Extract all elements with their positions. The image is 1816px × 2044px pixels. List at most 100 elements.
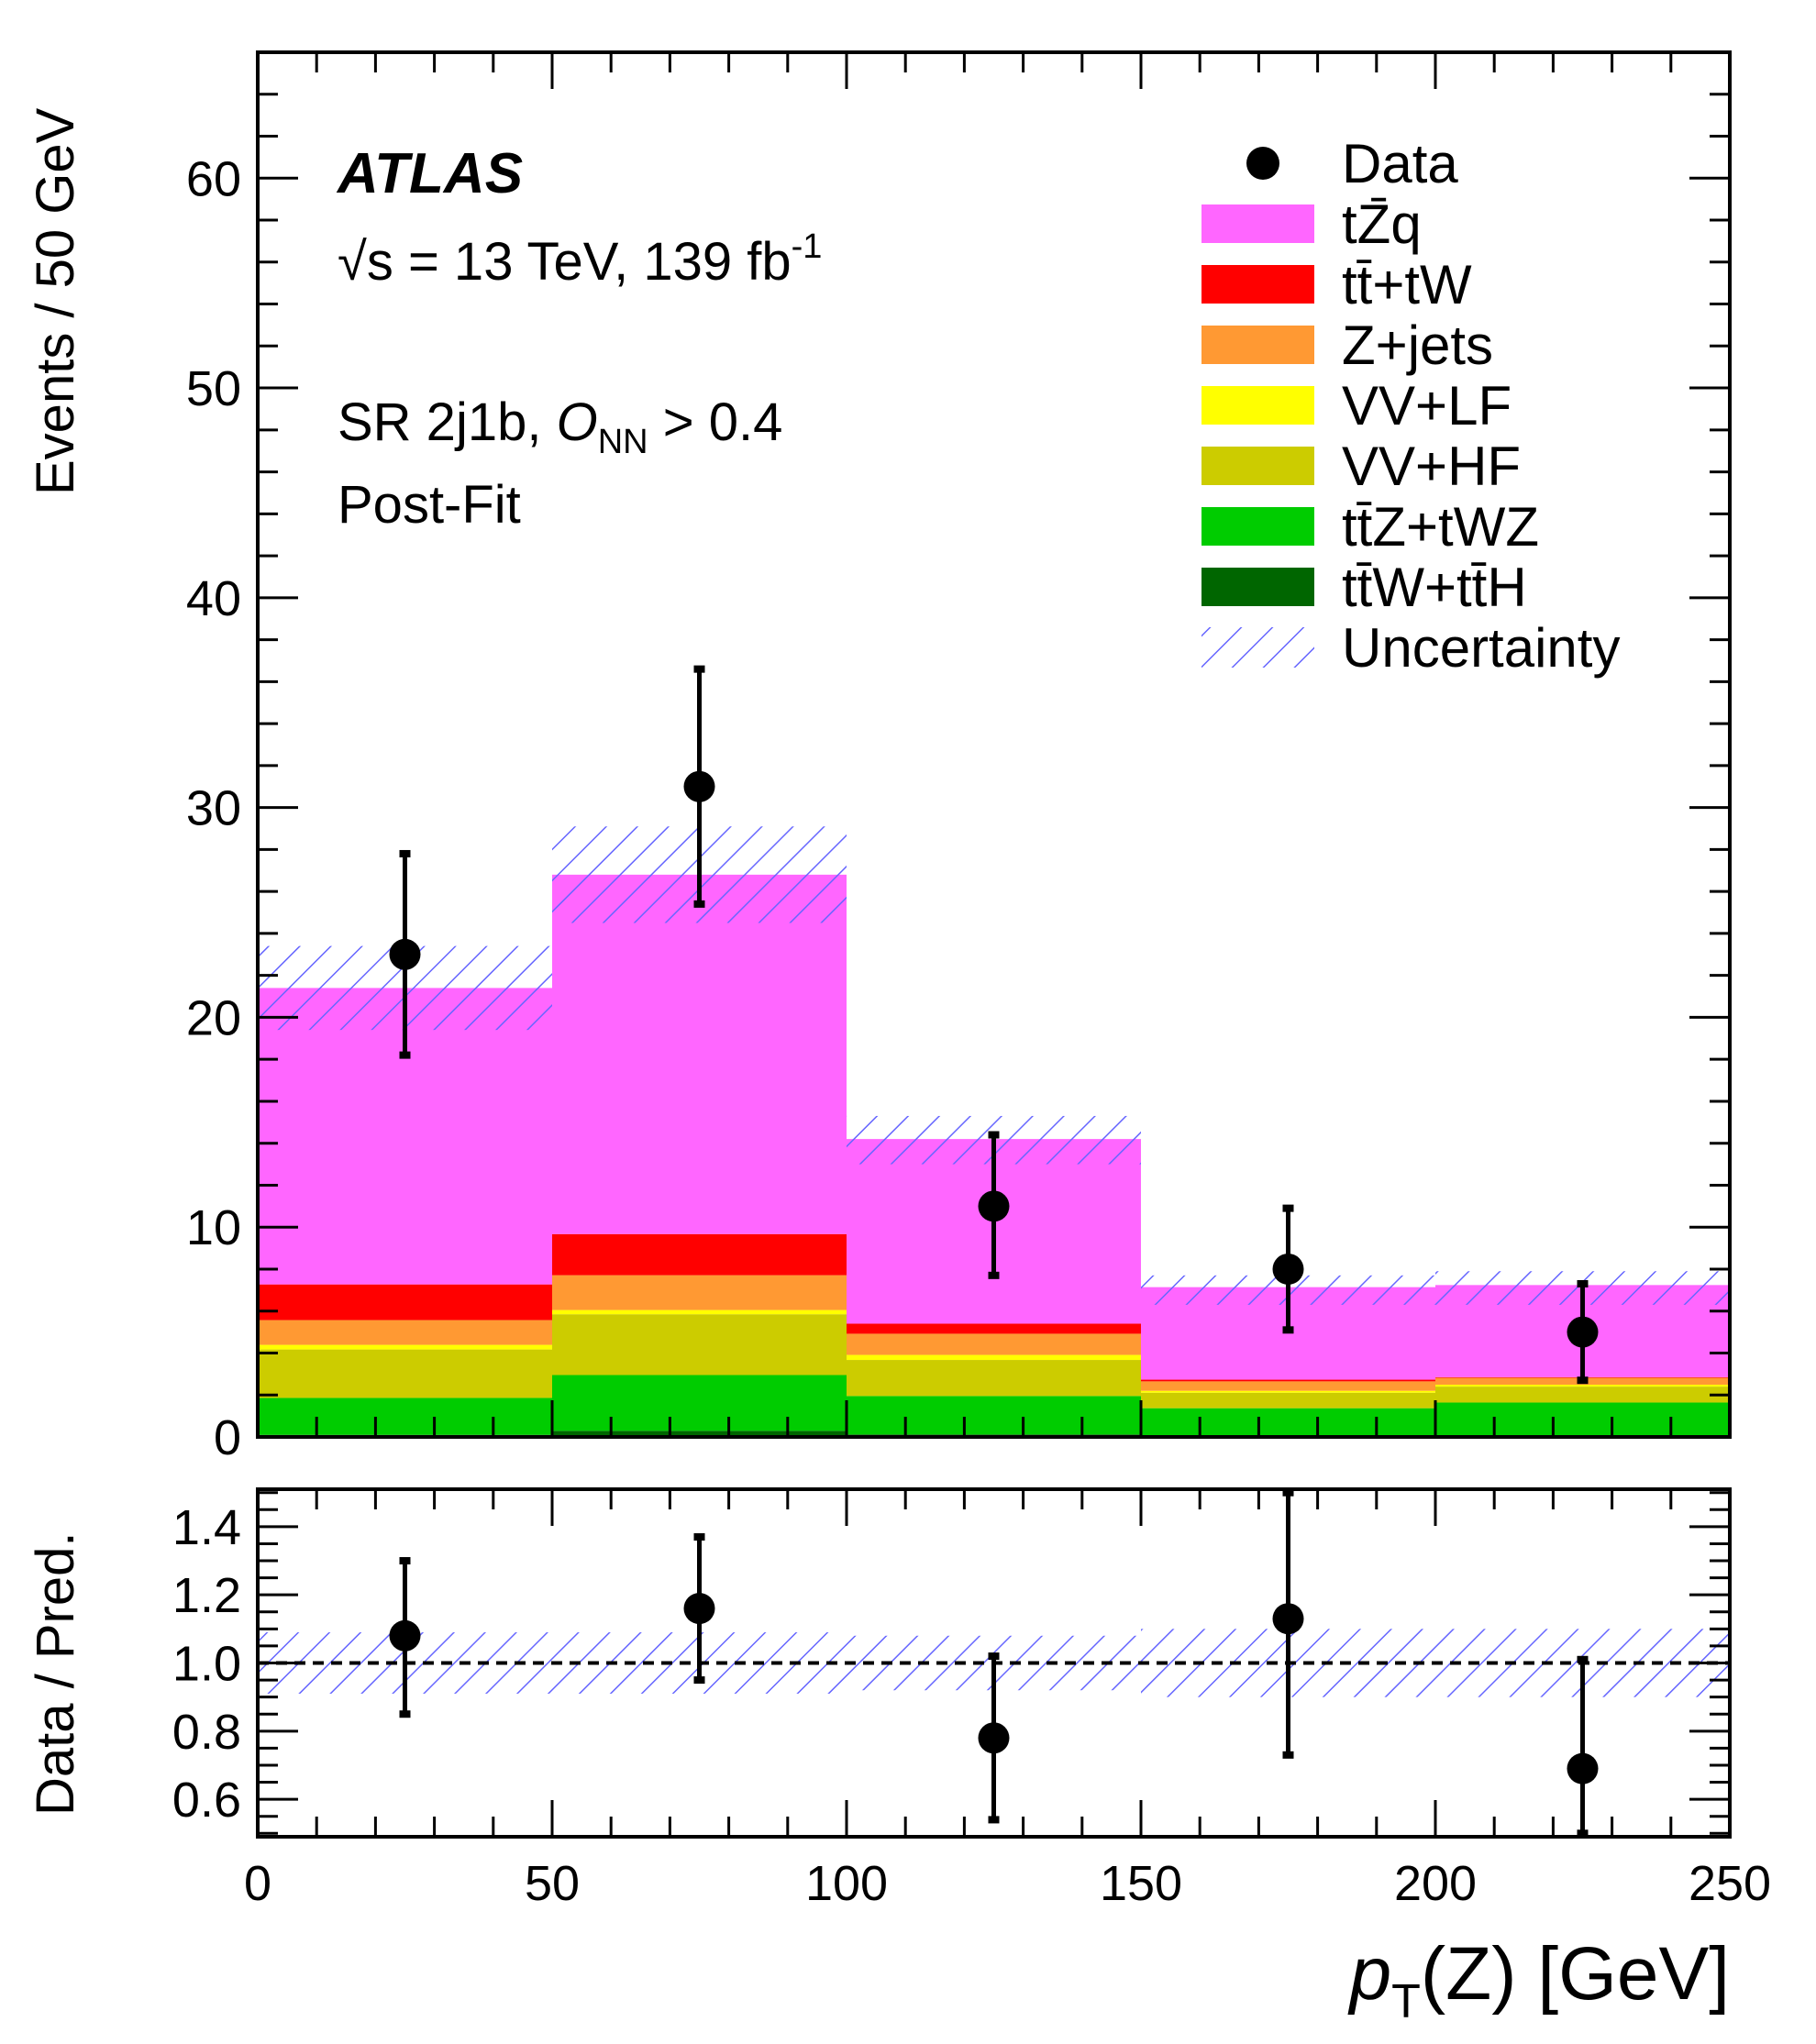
data-point bbox=[1272, 1253, 1304, 1285]
stack-bar-ttztwz bbox=[1141, 1408, 1435, 1436]
data-point bbox=[389, 938, 421, 970]
stack-bar-zjets bbox=[847, 1333, 1141, 1355]
ratio-y-tick-label: 1.0 bbox=[172, 1637, 241, 1692]
legend-uncertainty-swatch bbox=[1201, 627, 1314, 668]
legend-label: tt̄+tW bbox=[1342, 254, 1472, 315]
onn-symbol: O bbox=[557, 392, 598, 452]
y-tick-label: 20 bbox=[186, 990, 241, 1045]
x-tick-label: 200 bbox=[1394, 1856, 1477, 1911]
legend-label: Data bbox=[1342, 133, 1458, 194]
legend-data-marker bbox=[1246, 147, 1279, 180]
ratio-y-tick-label: 1.4 bbox=[172, 1500, 241, 1555]
x-tick-label: 0 bbox=[244, 1856, 271, 1911]
stack-bar-tttw bbox=[552, 1233, 847, 1276]
ratio-error-cap bbox=[988, 1652, 1000, 1661]
ratio-error-cap bbox=[1577, 1655, 1589, 1663]
x-title-sub: T bbox=[1391, 1975, 1421, 2028]
atlas-label: ATLAS bbox=[336, 142, 523, 205]
ratio-error-cap bbox=[693, 1676, 705, 1685]
legend-swatch bbox=[1201, 204, 1314, 243]
data-error-cap bbox=[693, 900, 705, 908]
legend-swatch bbox=[1201, 447, 1314, 485]
y-tick-label: 10 bbox=[186, 1200, 241, 1255]
main-frame bbox=[256, 50, 1732, 1439]
legend-swatch bbox=[1201, 568, 1314, 606]
x-axis-title: pT(Z) [GeV] bbox=[1346, 1932, 1730, 2028]
data-point bbox=[1567, 1316, 1599, 1348]
x-tick-label: 50 bbox=[525, 1856, 580, 1911]
region-text: SR 2j1b, bbox=[338, 392, 557, 452]
data-error-cap bbox=[1282, 1326, 1294, 1334]
legend-label: VV+LF bbox=[1342, 375, 1511, 436]
stack-bar-vvlf bbox=[258, 1344, 552, 1350]
legend-label: VV+HF bbox=[1342, 436, 1521, 497]
data-point bbox=[978, 1190, 1010, 1222]
legend-label: tt̄Z+tWZ bbox=[1342, 496, 1539, 558]
ratio-error-cap bbox=[399, 1557, 411, 1565]
data-point bbox=[683, 770, 715, 802]
legend-label: Z+jets bbox=[1342, 315, 1493, 376]
data-error-cap bbox=[399, 1051, 411, 1059]
x-tick-label: 250 bbox=[1689, 1856, 1771, 1911]
ratio-y-tick-label: 0.6 bbox=[172, 1773, 241, 1828]
stack-bar-vvhf bbox=[258, 1349, 552, 1398]
stack-bar-vvlf bbox=[552, 1309, 847, 1315]
ratio-error-cap bbox=[988, 1816, 1000, 1824]
stack-bar-tttw bbox=[258, 1284, 552, 1320]
ratio-error-cap bbox=[1282, 1751, 1294, 1759]
stack-bar-tttw bbox=[1141, 1379, 1435, 1382]
y-tick-label: 40 bbox=[186, 571, 241, 626]
legend-swatch bbox=[1201, 326, 1314, 364]
stack-bar-vvlf bbox=[1141, 1390, 1435, 1393]
data-error-cap bbox=[1577, 1279, 1589, 1287]
y-tick-label: 0 bbox=[214, 1410, 241, 1465]
stack-bar-ttztwz bbox=[847, 1396, 1141, 1435]
data-error-cap bbox=[1577, 1376, 1589, 1385]
data-error-cap bbox=[1282, 1204, 1294, 1212]
stack-bar-vvlf bbox=[1435, 1385, 1730, 1387]
ratio-y-tick-label: 1.2 bbox=[172, 1568, 241, 1623]
legend-swatch bbox=[1201, 507, 1314, 546]
ratio-error-cap bbox=[1577, 1829, 1589, 1838]
x-tick-label: 100 bbox=[805, 1856, 888, 1911]
stack-bar-vvhf bbox=[1141, 1392, 1435, 1409]
ratio-error-cap bbox=[693, 1533, 705, 1541]
region-label: SR 2j1b, ONN > 0.4 bbox=[338, 392, 782, 461]
ratio-point bbox=[978, 1722, 1010, 1754]
legend-label: tZ̄q bbox=[1342, 193, 1422, 255]
stack-bar-tttw bbox=[847, 1323, 1141, 1334]
stack-bar-zjets bbox=[258, 1320, 552, 1345]
energy-text: √s = 13 TeV, 139 fb bbox=[338, 232, 792, 292]
y-tick-label: 60 bbox=[186, 151, 241, 206]
y-tick-label: 30 bbox=[186, 781, 241, 836]
stack-bar-zjets bbox=[552, 1275, 847, 1310]
postfit-label: Post-Fit bbox=[338, 475, 521, 535]
stack-bar-tzq bbox=[552, 874, 847, 1234]
data-error-cap bbox=[399, 849, 411, 857]
ratio-error-cap bbox=[399, 1710, 411, 1718]
onn-sub: NN bbox=[598, 423, 648, 461]
ratio-point bbox=[683, 1593, 715, 1625]
legend-swatch bbox=[1201, 386, 1314, 425]
stack-bar-vvlf bbox=[847, 1354, 1141, 1361]
stack-bar-ttztwz bbox=[552, 1375, 847, 1431]
x-tick-label: 150 bbox=[1100, 1856, 1182, 1911]
stack-bar-vvhf bbox=[552, 1314, 847, 1376]
ratio-y-axis-title: Data / Pred. bbox=[26, 1532, 85, 1816]
stack-bar-ttztwz bbox=[1435, 1402, 1730, 1437]
data-error-cap bbox=[988, 1131, 1000, 1139]
stack-bar-ttwtth bbox=[552, 1431, 847, 1437]
legend-label: tt̄W+tt̄H bbox=[1342, 557, 1527, 618]
onn-cut: > 0.4 bbox=[648, 392, 783, 452]
legend-label: Uncertainty bbox=[1342, 617, 1620, 679]
legend-swatch bbox=[1201, 265, 1314, 304]
stack-bar-ttztwz bbox=[258, 1398, 552, 1435]
stack-bar-zjets bbox=[1141, 1381, 1435, 1391]
stack-bar-vvhf bbox=[847, 1360, 1141, 1397]
data-error-cap bbox=[693, 665, 705, 673]
y-axis-title: Events / 50 GeV bbox=[26, 107, 85, 495]
ratio-error-cap bbox=[1282, 1488, 1294, 1497]
stack-bar-vvhf bbox=[1435, 1387, 1730, 1403]
x-title-p: p bbox=[1346, 1932, 1391, 2016]
